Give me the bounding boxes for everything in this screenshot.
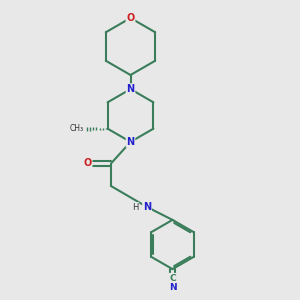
Text: N: N [126,137,135,147]
Text: H: H [132,202,139,211]
Text: CH₃: CH₃ [70,124,84,133]
Text: N: N [126,84,135,94]
Text: O: O [126,13,135,23]
Text: C: C [169,274,176,283]
Text: N: N [169,284,176,292]
Text: O: O [83,158,92,169]
Text: N: N [143,202,151,212]
